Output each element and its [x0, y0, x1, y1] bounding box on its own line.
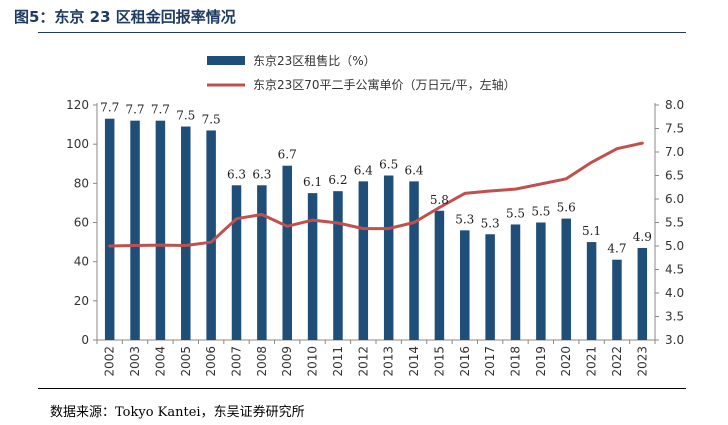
source-note: 数据来源：Tokyo Kantei，东吴证券研究所	[50, 405, 305, 420]
bar	[257, 185, 267, 340]
footer-rule	[38, 388, 686, 389]
title-rule	[38, 32, 686, 33]
x-tick-label: 2022	[610, 346, 624, 377]
legend-bar-label: 东京23区租售比（%）	[253, 53, 376, 68]
x-tick-label: 2016	[458, 346, 472, 377]
bar	[586, 242, 597, 340]
x-tick-label: 2005	[179, 346, 193, 377]
right-tick-label: 7.0	[665, 145, 684, 159]
bar	[282, 165, 292, 340]
x-tick-label: 2010	[306, 346, 320, 377]
x-tick-label: 2019	[534, 346, 548, 377]
bar-series	[104, 118, 648, 341]
x-tick-label: 2008	[255, 346, 269, 377]
bar-data-label: 6.2	[328, 173, 347, 187]
right-tick-label: 5.0	[665, 239, 684, 253]
left-tick-label: 0	[81, 333, 89, 347]
bar	[181, 126, 191, 341]
bar-data-label: 5.6	[557, 201, 576, 215]
bar	[130, 120, 140, 341]
bar	[383, 175, 394, 340]
x-tick-label: 2015	[432, 346, 446, 377]
bar-data-label: 4.7	[607, 242, 626, 256]
bar-data-label: 6.4	[404, 163, 423, 177]
x-tick-label: 2021	[585, 346, 599, 377]
bar	[358, 181, 369, 340]
bar	[434, 210, 445, 340]
bar-data-label: 6.7	[278, 148, 297, 162]
right-tick-label: 6.0	[665, 192, 684, 206]
bar-data-label: 6.1	[303, 175, 322, 189]
bar	[409, 181, 419, 340]
x-tick-label: 2011	[331, 346, 345, 377]
bar	[104, 118, 115, 340]
x-tick-label: 2013	[382, 346, 396, 377]
bar-data-label: 5.8	[430, 193, 449, 207]
x-tick-label: 2004	[153, 346, 167, 377]
bar-data-label: 5.5	[506, 206, 525, 220]
chart-legend: 东京23区租售比（%） 东京23区70平二手公寓单价（万日元/平，左轴）	[207, 53, 516, 92]
data-labels: 7.7 7.7 7.7 7.5 7.5 6.3 6.3 6.7 6.1 6.2 6.4 6.5 6.4 5…	[100, 101, 652, 256]
bar-data-label: 7.7	[100, 101, 119, 115]
bar	[155, 120, 166, 341]
left-tick-label: 40	[74, 255, 89, 269]
left-tick-label: 100	[66, 137, 89, 151]
left-tick-label: 80	[74, 176, 89, 190]
bar-data-label: 5.1	[582, 224, 601, 238]
right-tick-label: 8.0	[665, 98, 684, 112]
bar	[206, 130, 216, 340]
bar	[510, 224, 521, 340]
bar	[460, 230, 470, 340]
left-tick-label: 60	[74, 216, 89, 230]
x-tick-label: 2014	[407, 346, 421, 377]
x-tick-label: 2017	[483, 346, 497, 377]
bar-data-label: 6.4	[354, 163, 373, 177]
legend-bar-swatch	[207, 56, 245, 65]
bar-data-label: 4.9	[633, 230, 652, 244]
bar-data-label: 6.5	[379, 158, 398, 172]
bar-data-label: 7.5	[176, 109, 195, 123]
right-tick-label: 3.0	[665, 333, 684, 347]
bar-data-label: 7.7	[151, 103, 170, 117]
right-tick-label: 3.5	[665, 310, 684, 324]
bar-data-label: 7.5	[202, 112, 221, 126]
right-tick-label: 6.5	[665, 169, 684, 183]
x-tick-label: 2020	[559, 346, 573, 377]
bar	[485, 234, 495, 340]
bar	[637, 247, 648, 340]
figure-title: 图5：东京 23 区租金回报率情况	[14, 8, 236, 26]
bar	[333, 191, 343, 340]
bar	[561, 218, 571, 340]
x-tick-label: 2007	[230, 346, 244, 377]
bar-data-label: 5.5	[531, 205, 550, 219]
line-path	[108, 141, 644, 248]
bar-data-label: 5.3	[481, 216, 500, 230]
bar-data-label: 5.3	[455, 212, 474, 226]
bar	[612, 259, 622, 340]
right-tick-label: 4.0	[665, 286, 684, 300]
bar-data-label: 6.3	[252, 167, 271, 181]
x-tick-label: 2009	[280, 346, 294, 377]
x-tick-label: 2002	[103, 346, 117, 377]
x-tick-label: 2003	[128, 346, 142, 377]
right-tick-label: 7.5	[665, 122, 684, 136]
right-tick-label: 5.5	[665, 216, 684, 230]
bar	[231, 185, 242, 340]
left-tick-label: 20	[74, 294, 89, 308]
x-tick-label: 2018	[509, 346, 523, 377]
bar-data-label: 6.3	[227, 167, 246, 181]
x-tick-label: 2006	[204, 346, 218, 377]
line-series	[108, 141, 644, 248]
x-tick-label: 2012	[356, 346, 370, 377]
right-tick-label: 4.5	[665, 263, 684, 277]
legend-line-label: 东京23区70平二手公寓单价（万日元/平，左轴）	[253, 77, 516, 92]
left-tick-label: 120	[66, 98, 89, 112]
bar-data-label: 7.7	[125, 103, 144, 117]
x-tick-label: 2023	[635, 346, 649, 377]
bar	[307, 193, 318, 340]
chart-axes: 0204060801001203.03.54.04.55.05.56.06.57…	[66, 98, 684, 377]
bar	[536, 222, 546, 340]
